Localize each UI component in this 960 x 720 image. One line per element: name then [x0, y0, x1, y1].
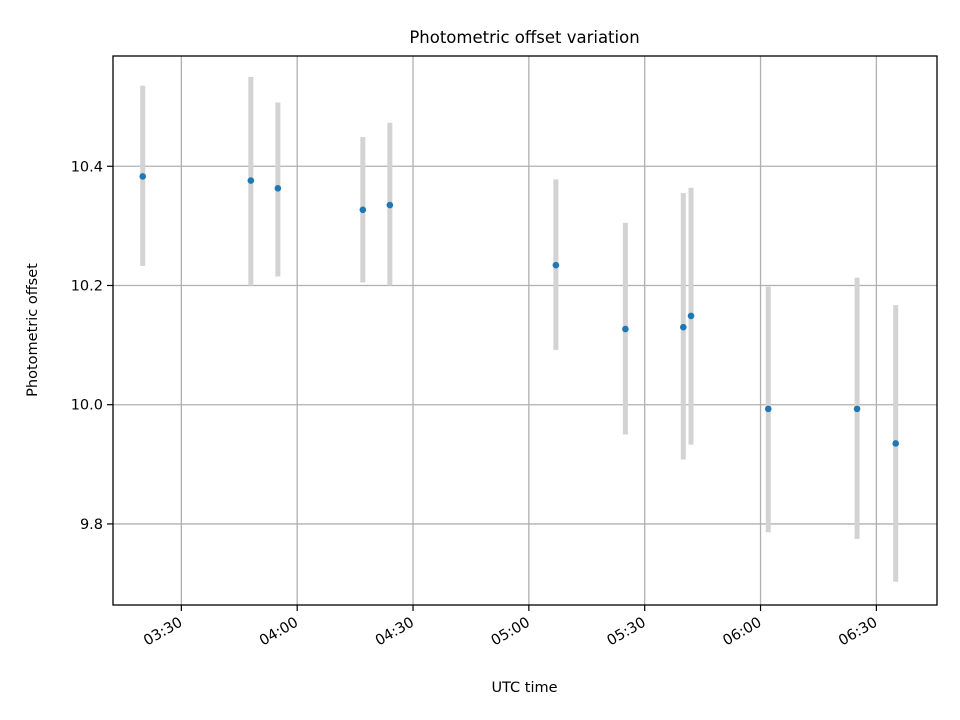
data-point — [853, 405, 861, 413]
data-point — [247, 177, 255, 184]
data-point — [386, 201, 394, 209]
y-tick-label: 9.8 — [80, 517, 103, 533]
data-point — [892, 440, 899, 447]
data-point — [622, 325, 629, 333]
chart-title: Photometric offset variation — [409, 28, 639, 47]
plot-frame — [112, 55, 938, 606]
data-point — [359, 206, 367, 214]
y-axis-ticks: 9.8 10.0 10.2 10.4 — [71, 159, 113, 533]
data-point — [687, 312, 695, 320]
data-point — [274, 185, 282, 192]
plot-area — [113, 56, 937, 605]
grid — [113, 56, 937, 605]
data-point — [764, 405, 772, 413]
x-axis-label: UTC time — [491, 680, 557, 696]
data-point — [680, 323, 687, 331]
y-tick-label: 10.2 — [71, 278, 103, 294]
data-points — [139, 173, 899, 447]
data-point — [552, 261, 560, 269]
y-tick-label: 10.4 — [71, 159, 103, 175]
y-axis-label: Photometric offset — [25, 263, 41, 397]
data-point — [139, 173, 147, 180]
y-tick-label: 10.0 — [71, 398, 103, 414]
